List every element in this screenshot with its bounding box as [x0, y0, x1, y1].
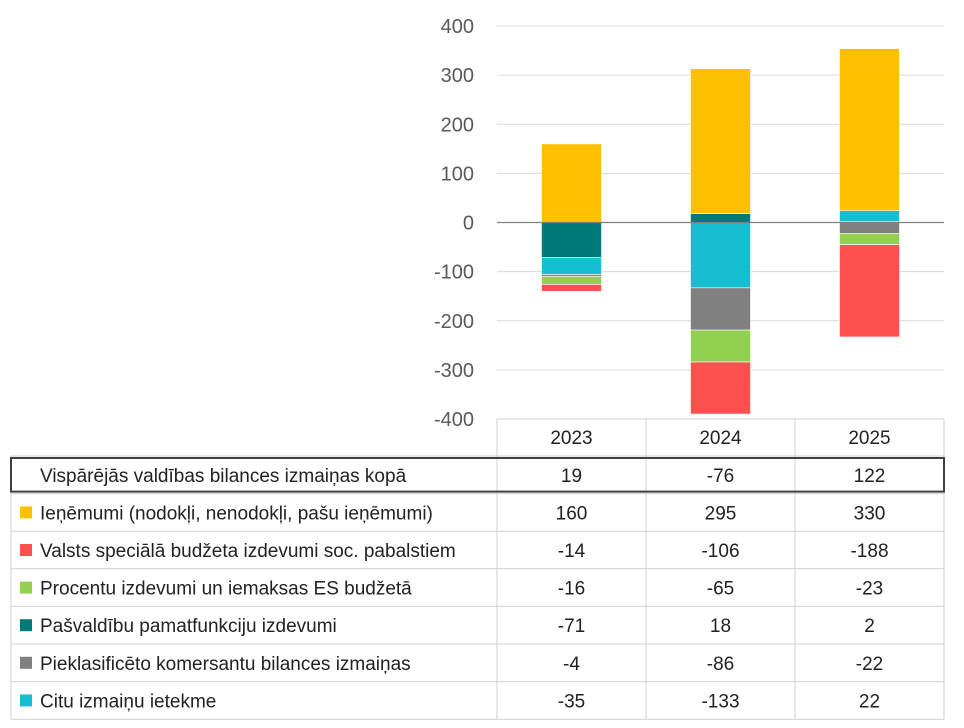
bar-segment — [839, 210, 900, 222]
bar-segment — [690, 68, 751, 214]
bar-segment — [541, 276, 602, 285]
table-cell-value: -14 — [558, 541, 586, 562]
table-cell-value: 160 — [556, 503, 588, 524]
table-row-label: Pieklasificēto komersantu bilances izmai… — [40, 654, 411, 675]
table-cell-value: -76 — [707, 466, 734, 487]
y-tick-label: 300 — [441, 65, 474, 87]
table-cell-value: 18 — [710, 616, 731, 637]
x-category-label: 2023 — [550, 428, 592, 449]
bar-segment — [541, 143, 602, 223]
legend-swatch — [20, 544, 32, 556]
legend-swatch — [20, 506, 32, 519]
data-table: 2023 2024 2025 Vispārējās valdības bilances… — [10, 418, 945, 720]
y-tick-label: 200 — [441, 114, 474, 136]
table-cell-value: -22 — [856, 654, 883, 675]
table-cell-value: -188 — [850, 541, 888, 562]
y-tick-label: -300 — [434, 360, 474, 382]
bar-segment — [690, 213, 751, 223]
table-row-label: Procentu izdevumi un iemaksas ES budžetā — [40, 579, 412, 600]
table-row-label: Vispārējās valdības bilances izmaiņas ko… — [40, 466, 407, 487]
table-cell-value: 22 — [859, 691, 880, 712]
table-cell-value: 19 — [561, 466, 582, 487]
bar-segment — [541, 222, 602, 258]
table-cell-value: -106 — [701, 541, 739, 562]
y-tick-label: -100 — [434, 262, 474, 284]
table-cell-value: -23 — [856, 579, 883, 600]
y-tick-label: 0 — [463, 213, 474, 235]
table-cell-value: -71 — [558, 616, 585, 637]
bar-segment — [839, 244, 900, 338]
table-cell-value: 122 — [854, 466, 886, 487]
table-row-label: Pašvaldību pamatfunkciju izdevumi — [40, 616, 337, 637]
x-category-label: 2025 — [848, 428, 890, 449]
table-row-label: Citu izmaiņu ietekme — [40, 691, 216, 712]
table-row-label: Ieņēmumi (nodokļi, nenodokļi, pašu ieņēm… — [40, 503, 433, 524]
table-cell-value: -16 — [558, 579, 585, 600]
table-cell-value: 2 — [864, 616, 875, 637]
legend-swatch — [20, 694, 32, 707]
bar-segment — [690, 361, 751, 415]
table-cell-value: -4 — [563, 654, 580, 675]
table-cell-value: -65 — [707, 579, 734, 600]
table-row-label: Valsts speciālā budžeta izdevumi soc. pa… — [40, 541, 456, 562]
y-tick-label: 100 — [441, 163, 474, 185]
bar-segment — [541, 257, 602, 275]
legend-swatch — [20, 656, 32, 669]
total-row-highlight — [10, 457, 945, 493]
y-tick-label: 400 — [441, 16, 474, 38]
bar-segment — [839, 222, 900, 234]
table-cell-value: 330 — [854, 503, 886, 524]
bar-segment — [690, 329, 751, 363]
legend-swatch — [20, 619, 32, 632]
table-cell-value: -35 — [558, 691, 585, 712]
table-cell-value: -86 — [707, 654, 734, 675]
bar-segment — [839, 48, 900, 212]
y-tick-label: -200 — [434, 311, 474, 333]
bars — [541, 48, 900, 415]
x-category-label: 2024 — [699, 428, 742, 449]
bar-segment — [690, 287, 751, 331]
bar-segment — [541, 284, 602, 292]
y-tick-label: -400 — [434, 409, 474, 431]
y-axis-ticks: 400 300 200 100 0 -100 -200 -300 -400 — [434, 16, 474, 431]
legend-swatch — [20, 581, 32, 594]
table-cell-value: -133 — [701, 691, 739, 712]
table-cell-value: 295 — [705, 503, 737, 524]
bar-segment — [839, 233, 900, 245]
bar-segment — [690, 222, 751, 289]
